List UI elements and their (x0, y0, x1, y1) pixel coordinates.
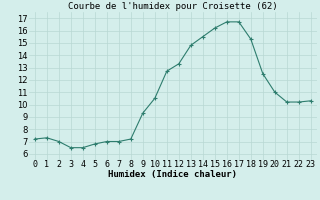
Title: Courbe de l'humidex pour Croisette (62): Courbe de l'humidex pour Croisette (62) (68, 2, 278, 11)
X-axis label: Humidex (Indice chaleur): Humidex (Indice chaleur) (108, 170, 237, 179)
